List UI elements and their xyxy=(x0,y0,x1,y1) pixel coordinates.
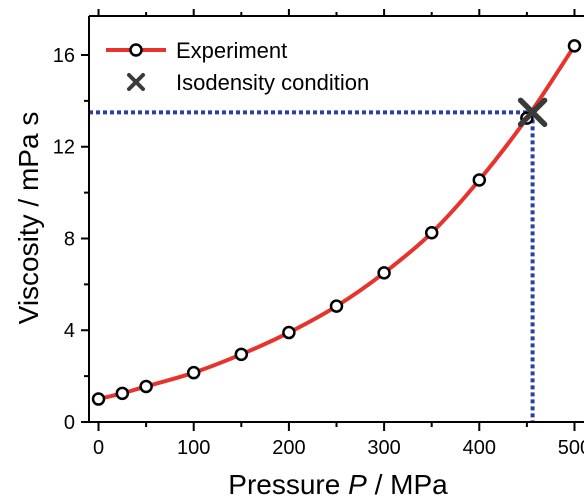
legend-isodensity-marker xyxy=(129,75,143,89)
x-axis-title-prefix: Pressure xyxy=(228,469,348,500)
experiment-data-point xyxy=(474,175,485,186)
x-axis-title-variable: P xyxy=(348,469,367,500)
experiment-data-point xyxy=(569,40,580,51)
experiment-data-point xyxy=(331,301,342,312)
y-tick-label: 12 xyxy=(53,137,75,159)
x-tick-label: 400 xyxy=(463,437,496,459)
experiment-data-point xyxy=(379,267,390,278)
experiment-data-point xyxy=(426,227,437,238)
y-tick-label: 8 xyxy=(64,228,75,250)
x-tick-label: 200 xyxy=(272,437,305,459)
x-tick-label: 300 xyxy=(367,437,400,459)
experiment-data-point xyxy=(283,327,294,338)
legend-experiment-marker xyxy=(131,45,142,56)
experiment-data-point xyxy=(236,349,247,360)
x-tick-label: 100 xyxy=(177,437,210,459)
experiment-data-point xyxy=(188,367,199,378)
experiment-curve-layer xyxy=(99,46,575,399)
x-axis-title: Pressure P / MPa xyxy=(228,469,448,500)
legend-isodensity-label: Isodensity condition xyxy=(176,70,369,95)
y-axis-title: Viscosity / mPa s xyxy=(13,112,44,325)
legend: Experiment Isodensity condition xyxy=(106,38,369,95)
legend-experiment-label: Experiment xyxy=(176,38,287,63)
tick-labels: 0 100 200 300 400 500 0 4 8 12 16 xyxy=(53,45,584,459)
experiment-data-point xyxy=(93,394,104,405)
experiment-series-line xyxy=(99,46,575,399)
experiment-data-point xyxy=(141,381,152,392)
experiment-data-point xyxy=(117,388,128,399)
x-axis-title-suffix: / MPa xyxy=(367,469,448,500)
guide-lines xyxy=(89,112,533,422)
y-tick-label: 4 xyxy=(64,320,75,342)
x-tick-label: 500 xyxy=(558,437,584,459)
x-tick-label: 0 xyxy=(93,437,104,459)
y-tick-label: 16 xyxy=(53,45,75,67)
y-tick-label: 0 xyxy=(64,412,75,434)
